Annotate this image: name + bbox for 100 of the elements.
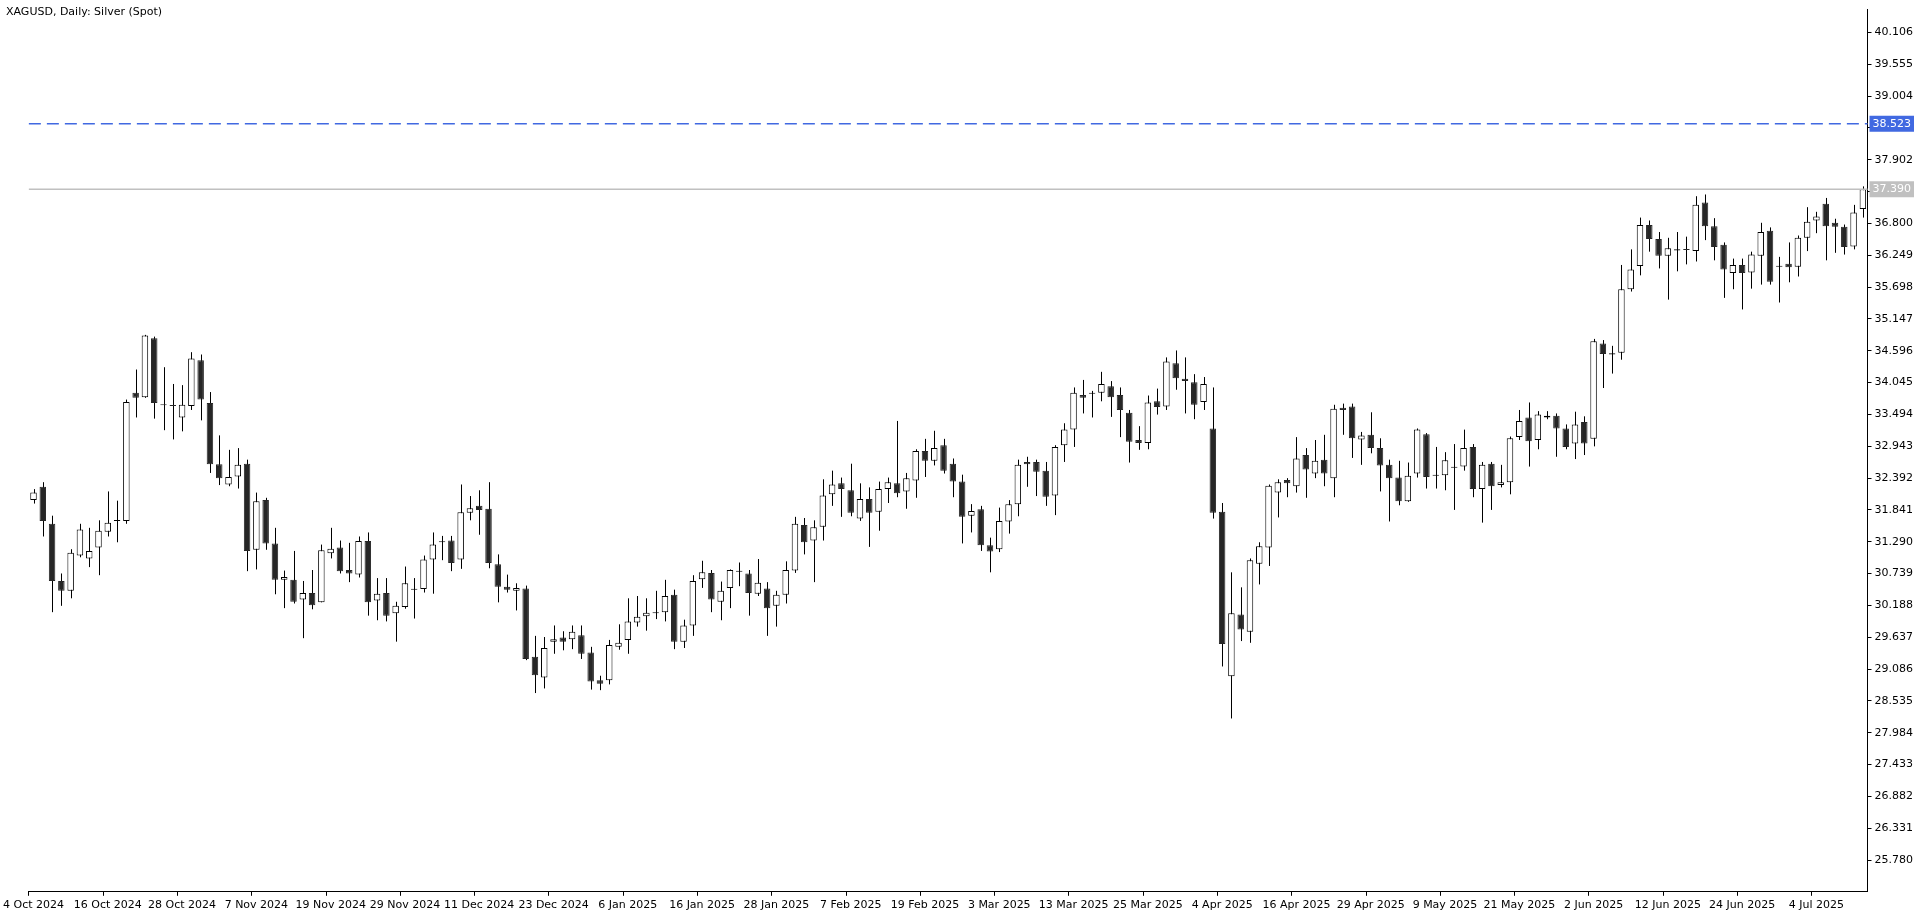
candlestick xyxy=(290,550,297,605)
x-tick-label: 9 May 2025 xyxy=(1412,898,1478,912)
candlestick xyxy=(1061,422,1068,463)
candlestick xyxy=(1274,478,1282,518)
x-tick-label: 23 Dec 2024 xyxy=(518,898,589,912)
candlestick xyxy=(717,581,724,621)
candlestick xyxy=(1516,409,1523,441)
candlestick xyxy=(466,495,474,521)
candlestick xyxy=(698,560,706,589)
candlestick xyxy=(773,590,780,628)
candlestick xyxy=(1813,211,1820,234)
candlestick xyxy=(1525,401,1532,468)
x-tick-label: 21 May 2025 xyxy=(1483,898,1556,912)
y-tick-label: 39.555 xyxy=(1874,57,1914,71)
candlestick xyxy=(624,597,632,655)
y-tick-label: 26.331 xyxy=(1874,821,1914,835)
y-tick-label: 35.147 xyxy=(1874,311,1914,325)
candlestick xyxy=(763,581,771,637)
candlestick xyxy=(1256,541,1263,585)
candlestick xyxy=(921,438,929,478)
x-tick-label: 12 Jun 2025 xyxy=(1634,898,1701,912)
candlestick xyxy=(1488,461,1495,511)
candlestick xyxy=(392,601,399,643)
chart-title: XAGUSD, Daily: Silver (Spot) xyxy=(6,5,163,18)
candlestick xyxy=(1748,251,1755,290)
candlestick xyxy=(1367,411,1374,454)
candlestick xyxy=(336,540,344,574)
candlestick xyxy=(847,463,854,517)
y-tick-label: 27.433 xyxy=(1874,757,1914,771)
x-tick-label: 7 Nov 2024 xyxy=(224,898,289,912)
y-tick-label: 30.739 xyxy=(1874,566,1914,580)
candlestick xyxy=(1655,231,1662,269)
candlestick xyxy=(1321,434,1328,487)
candlestick xyxy=(215,434,223,486)
candlestick xyxy=(1135,425,1142,451)
candlestick xyxy=(828,470,836,507)
candlestick xyxy=(401,566,409,610)
x-tick-label: 4 Oct 2024 xyxy=(2,898,65,912)
candlestick xyxy=(1395,460,1402,506)
y-tick-label: 40.106 xyxy=(1874,25,1914,39)
candlestick xyxy=(1005,499,1012,535)
candlestick xyxy=(940,438,947,475)
y-tick-label: 32.392 xyxy=(1874,470,1914,484)
candlestick xyxy=(810,519,817,583)
candlestick xyxy=(280,570,288,609)
candlestick xyxy=(931,430,938,466)
candlestick xyxy=(550,624,557,655)
candlestick xyxy=(1562,423,1569,450)
y-tick-label: 39.004 xyxy=(1874,88,1914,102)
y-tick-label: 28.535 xyxy=(1874,693,1914,707)
candlestick xyxy=(1386,459,1393,522)
candlestick xyxy=(745,569,752,617)
candlestick xyxy=(1042,461,1049,507)
candlestick xyxy=(578,624,585,660)
y-tick-label: 29.086 xyxy=(1874,661,1914,675)
y-tick-label: 36.249 xyxy=(1874,248,1914,262)
candlestick xyxy=(448,535,455,572)
candlestick xyxy=(1311,439,1319,479)
candlestick xyxy=(1200,376,1207,411)
y-tick-label: 26.882 xyxy=(1874,789,1914,803)
y-tick-label: 31.841 xyxy=(1874,502,1914,516)
x-tick-label: 29 Nov 2024 xyxy=(369,898,441,912)
candlestick xyxy=(1237,586,1244,642)
y-tick-label: 34.045 xyxy=(1874,375,1914,389)
candlestick xyxy=(1358,431,1365,466)
candlestick xyxy=(1720,241,1727,299)
x-tick-label: 13 Mar 2025 xyxy=(1038,898,1109,912)
candlestick xyxy=(95,519,102,576)
x-tick-label: 4 Apr 2025 xyxy=(1191,898,1253,912)
candlestick xyxy=(1302,447,1309,499)
y-tick-label: 31.290 xyxy=(1874,534,1914,548)
candlestick xyxy=(782,560,789,605)
x-tick-label: 29 Apr 2025 xyxy=(1336,898,1405,912)
candlestick xyxy=(1033,459,1040,497)
candlestick xyxy=(838,477,845,518)
x-tick-label: 11 Dec 2024 xyxy=(444,898,515,912)
candlestick xyxy=(1646,219,1653,253)
candlestick xyxy=(801,517,808,555)
candlestick xyxy=(1553,412,1560,458)
candlestick xyxy=(1098,371,1105,402)
candlestick xyxy=(1841,224,1848,256)
candlestick xyxy=(1581,415,1588,456)
candlestick xyxy=(1107,380,1114,418)
x-tick-label: 19 Nov 2024 xyxy=(295,898,366,912)
candlestick xyxy=(903,472,910,510)
candlestick xyxy=(1627,248,1634,293)
candlestick xyxy=(494,553,502,603)
candlestick xyxy=(1172,349,1179,391)
x-tick-label: 6 Jan 2025 xyxy=(598,898,658,912)
x-tick-label: 16 Oct 2024 xyxy=(73,898,142,912)
x-tick-label: 3 Mar 2025 xyxy=(967,898,1031,912)
candlestick xyxy=(1460,429,1467,472)
candlestick xyxy=(1822,197,1829,261)
candlestick xyxy=(968,503,975,533)
x-tick-label: 25 Mar 2025 xyxy=(1112,898,1183,912)
candlestick xyxy=(884,477,892,504)
y-tick-label: 33.494 xyxy=(1874,407,1914,421)
x-tick-label: 28 Oct 2024 xyxy=(148,898,217,912)
candlestick xyxy=(893,420,901,498)
x-tick-label: 7 Feb 2025 xyxy=(819,898,882,912)
